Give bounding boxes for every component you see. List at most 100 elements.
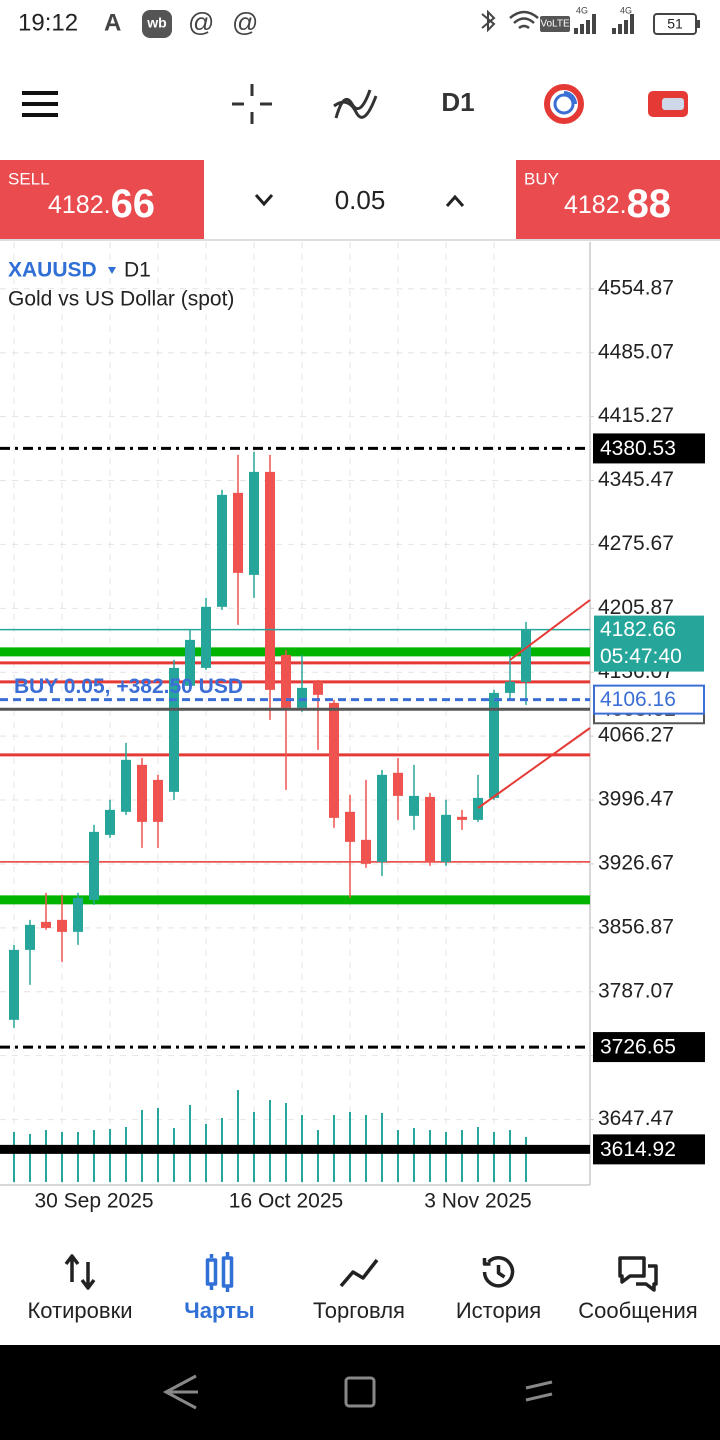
timeframe-button[interactable]: D1 xyxy=(441,87,474,117)
candle-body xyxy=(329,702,339,818)
y-tick-label: 3996.47 xyxy=(598,788,674,811)
price-level-box xyxy=(593,1134,705,1165)
candle-body xyxy=(89,831,99,900)
candle-body xyxy=(105,809,115,835)
nav-background xyxy=(0,1215,720,1345)
candle-body xyxy=(153,779,163,822)
recents-button[interactable] xyxy=(525,1380,553,1402)
nav-item[interactable]: Чарты xyxy=(184,1252,255,1323)
y-tick-label: 4205.87 xyxy=(598,596,674,619)
candle-body xyxy=(313,681,323,695)
home-button[interactable] xyxy=(344,1376,376,1408)
candle-body xyxy=(121,759,131,812)
candle-body xyxy=(425,796,435,862)
candle-body xyxy=(57,919,67,932)
position-label: BUY 0.05, +382.50 USD xyxy=(14,675,243,698)
nav-icon xyxy=(339,1258,379,1288)
signal-icon xyxy=(612,14,634,34)
wifi-icon xyxy=(509,10,539,30)
candle-body xyxy=(169,667,179,792)
objects-button xyxy=(553,93,575,115)
candle-body xyxy=(233,492,243,573)
symbol[interactable]: XAUUSD xyxy=(8,259,97,282)
candle-body xyxy=(457,816,467,820)
trend-line xyxy=(477,727,591,809)
price-level-label: 3614.92 xyxy=(600,1138,676,1161)
objects-button[interactable] xyxy=(544,84,584,124)
bid-label: 4182.66 xyxy=(600,618,676,641)
sell-label: SELL xyxy=(8,169,50,188)
toolbar: D1 xyxy=(22,84,688,124)
candle-body xyxy=(9,949,19,1020)
candle-body xyxy=(409,795,419,816)
nav-label: История xyxy=(456,1298,541,1323)
system-nav-bar xyxy=(0,1345,720,1440)
menu-button[interactable] xyxy=(22,91,58,117)
sell-button[interactable] xyxy=(0,160,204,240)
bluetooth-icon xyxy=(481,9,496,33)
candle-body xyxy=(521,629,531,682)
candle-body xyxy=(249,471,259,575)
price-level-box xyxy=(593,433,705,464)
position-box xyxy=(593,684,705,715)
bid-box xyxy=(594,615,704,672)
candle-body xyxy=(489,692,499,798)
crosshair-button[interactable] xyxy=(232,84,272,124)
back-button[interactable] xyxy=(162,1374,198,1410)
chart-description: Gold vs US Dollar (spot) xyxy=(8,288,234,311)
nav-item[interactable]: Котировки xyxy=(27,1254,133,1323)
y-tick-label: 4345.47 xyxy=(598,468,674,491)
buy-label: BUY xyxy=(524,169,559,188)
position-label: 4106.16 xyxy=(600,688,676,711)
candle-body xyxy=(377,774,387,862)
trade-panel: SELL 4182.66 0.05 BUY 4182.88 xyxy=(0,160,720,241)
bid-timer: 05:47:40 xyxy=(600,645,682,668)
network-text: 4G xyxy=(576,5,588,15)
candle-body xyxy=(41,921,51,928)
nav-item[interactable]: Сообщения xyxy=(578,1256,698,1323)
y-tick-label: 3856.87 xyxy=(598,915,674,938)
candle-body xyxy=(137,764,147,822)
candle-body xyxy=(201,606,211,668)
nav-item[interactable]: Торговля xyxy=(313,1258,405,1323)
signal-icon xyxy=(574,14,596,34)
system-nav xyxy=(0,1345,720,1440)
volume-up[interactable] xyxy=(445,194,465,207)
nav-item[interactable]: История xyxy=(456,1256,541,1323)
candle-body xyxy=(265,471,275,690)
candle-body xyxy=(361,839,371,864)
status-icon: @ xyxy=(188,7,214,37)
price-level-box xyxy=(593,1032,705,1063)
chart: 4554.87 4485.07 4415.27 4345.47 4275.67 4205.… xyxy=(0,242,674,1213)
chart-timeframe: D1 xyxy=(124,259,151,282)
candle-body xyxy=(505,681,515,693)
nav-label: Сообщения xyxy=(578,1298,697,1323)
y-tick-label: 3787.07 xyxy=(598,979,674,1002)
symbol-dropdown[interactable] xyxy=(108,267,116,274)
candle-body xyxy=(25,924,35,950)
buy-button[interactable] xyxy=(516,160,720,240)
status-icon: @ xyxy=(232,7,258,37)
volume-value[interactable]: 0.05 xyxy=(335,185,386,215)
candle-body xyxy=(345,811,355,842)
chart-overlay: XAUUSD D1 Gold vs US Dollar (spot) 4380.… xyxy=(8,259,705,1165)
indicators-button[interactable] xyxy=(333,89,378,119)
volte-badge xyxy=(540,16,570,32)
y-tick-label: 3647.47 xyxy=(598,1107,674,1130)
candle-body xyxy=(473,797,483,820)
trade-button xyxy=(662,98,684,110)
volume-down[interactable] xyxy=(254,194,274,207)
status-bar: 19:12 A wb @ @ VoLTE 4G 4G 51 xyxy=(18,5,700,38)
candle-body xyxy=(393,772,403,796)
buy-price-pips: 88 xyxy=(627,182,672,226)
candle-body xyxy=(297,687,307,708)
battery-text: 51 xyxy=(667,16,683,32)
sell-price-main: 4182. xyxy=(48,191,111,219)
volume-box xyxy=(204,160,516,240)
nav-label: Торговля xyxy=(313,1298,405,1323)
y-tick-label: 4275.67 xyxy=(598,532,674,555)
candle-body xyxy=(281,654,291,708)
candle-body xyxy=(217,494,227,607)
